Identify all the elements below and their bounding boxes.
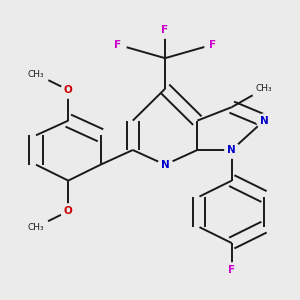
Text: CH₃: CH₃ xyxy=(28,70,44,79)
Text: F: F xyxy=(114,40,121,50)
Text: O: O xyxy=(64,85,73,95)
Text: N: N xyxy=(161,160,170,170)
Text: CH₃: CH₃ xyxy=(256,84,272,93)
Text: F: F xyxy=(228,265,235,275)
Text: N: N xyxy=(260,116,268,126)
Text: N: N xyxy=(227,145,236,155)
Text: O: O xyxy=(64,206,73,216)
Text: F: F xyxy=(209,40,216,50)
Text: F: F xyxy=(161,25,169,35)
Text: CH₃: CH₃ xyxy=(28,223,44,232)
